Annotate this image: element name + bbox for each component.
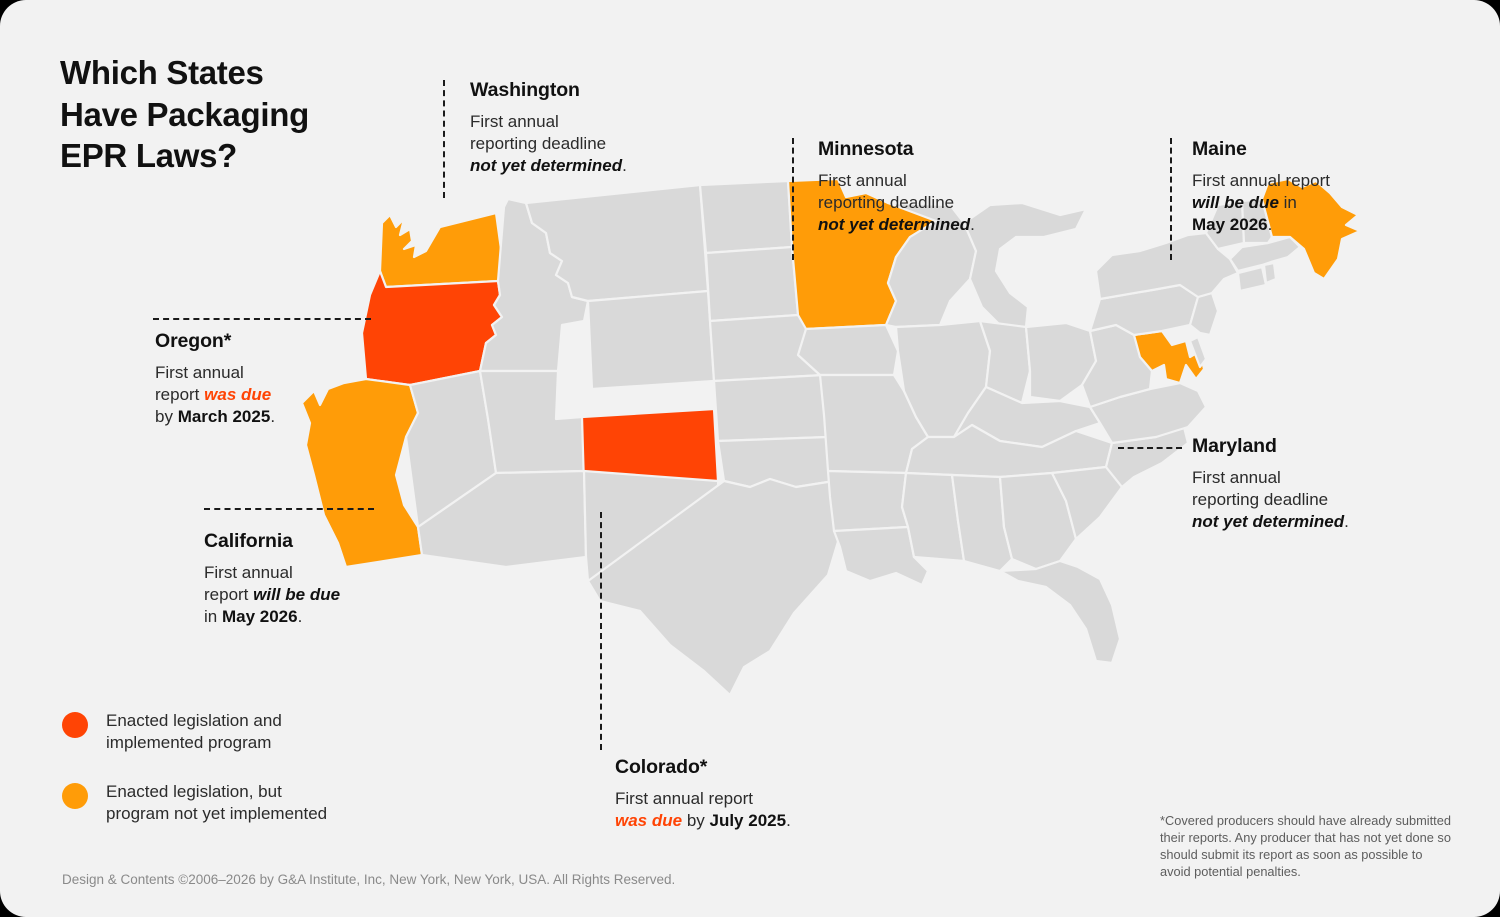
callout-washington: Washington First annual reporting deadli… [470, 79, 690, 177]
co-date: July 2025 [709, 811, 787, 831]
leader-line-colorado [600, 512, 602, 750]
md-line2: reporting deadline [1192, 490, 1329, 510]
ca-date: May 2026 [221, 607, 298, 627]
mn-line2: reporting deadline [818, 193, 955, 213]
wa-tail: . [622, 156, 627, 176]
callout-california: California First annual report will be d… [204, 530, 434, 628]
wa-line1: First annual [470, 112, 559, 131]
co-mid: by [682, 811, 710, 831]
md-tail: . [1344, 512, 1349, 532]
leader-line-minnesota [792, 138, 794, 260]
footnote-text: *Covered producers should have already s… [1160, 813, 1451, 880]
ca-line2-pre: report [204, 585, 254, 605]
leader-line-washington [443, 80, 445, 198]
state-maryland[interactable] [1132, 329, 1206, 385]
state-wyoming [586, 289, 716, 391]
wa-emphasis: not yet determined [470, 156, 623, 176]
mn-line1: First annual [818, 171, 907, 190]
state-michigan [962, 201, 1088, 329]
state-arkansas [826, 469, 910, 533]
legend: Enacted legislation and implemented prog… [62, 710, 392, 852]
me-tail: . [1267, 215, 1273, 235]
legend-label-implemented: Enacted legislation and implemented prog… [106, 710, 282, 753]
me-mid: in [1278, 193, 1297, 213]
callout-title-minnesota: Minnesota [818, 138, 914, 160]
legend-label-not-implemented: Enacted legislation, but program not yet… [106, 781, 327, 824]
or-line1: First annual [155, 363, 244, 382]
wa-line2: reporting deadline [470, 134, 607, 154]
legend-item-implemented: Enacted legislation and implemented prog… [62, 710, 392, 753]
callout-colorado: Colorado* First annual report was due by… [615, 756, 875, 832]
us-map [300, 175, 1430, 795]
md-line1: First annual [1192, 468, 1281, 487]
callout-title-oregon: Oregon* [155, 330, 232, 352]
state-utah [478, 369, 586, 475]
state-new-york [1094, 231, 1240, 301]
leader-line-oregon [153, 318, 371, 320]
md-emphasis: not yet determined [1192, 512, 1345, 532]
state-maine[interactable] [1260, 177, 1362, 281]
or-due: was due [204, 385, 272, 405]
co-due: was due [615, 811, 683, 831]
callout-body-california: First annual report will be due in May 2… [204, 562, 434, 628]
state-washington[interactable] [378, 211, 506, 289]
ca-emphasis: will be due [253, 585, 341, 605]
callout-body-maryland: First annual reporting deadline not yet … [1192, 467, 1427, 533]
page-title: Which States Have Packaging EPR Laws? [60, 54, 309, 175]
or-line3-pre: by [155, 407, 178, 427]
legend-1-line1: Enacted legislation, but [106, 782, 282, 802]
or-line2-pre: report [155, 385, 205, 405]
legend-0-line2: implemented program [106, 732, 272, 752]
state-california[interactable] [300, 377, 424, 569]
me-date: May 2026 [1192, 215, 1268, 235]
callout-body-maine: First annual report will be due in May 2… [1192, 170, 1422, 236]
map-states [300, 177, 1362, 697]
mn-emphasis: not yet determined [818, 215, 971, 235]
legend-dot-orange-icon [62, 783, 88, 810]
copyright-text: Design & Contents ©2006–2026 by G&A Inst… [62, 872, 676, 887]
callout-title-colorado: Colorado* [615, 756, 708, 778]
callout-body-washington: First annual reporting deadline not yet … [470, 111, 690, 177]
legend-1-line2: program not yet implemented [106, 803, 328, 823]
legend-dot-red-icon [62, 712, 88, 738]
callout-oregon: Oregon* First annual report was due by M… [155, 330, 375, 428]
callout-body-minnesota: First annual reporting deadline not yet … [818, 170, 1038, 236]
callout-body-colorado: First annual report was due by July 2025… [615, 788, 875, 832]
ca-tail: . [297, 607, 303, 627]
callout-title-maine: Maine [1192, 138, 1247, 160]
me-emphasis: will be due [1192, 193, 1279, 213]
co-line1: First annual report [615, 789, 753, 808]
callout-title-california: California [204, 530, 293, 552]
state-oklahoma [716, 435, 836, 489]
state-massachusetts [1228, 235, 1302, 273]
callout-minnesota: Minnesota First annual reporting deadlin… [818, 138, 1038, 236]
state-delaware [1188, 335, 1208, 369]
callout-maine: Maine First annual report will be due in… [1192, 138, 1422, 236]
leader-line-california [204, 508, 374, 510]
or-tail: . [270, 407, 276, 427]
me-line1: First annual report [1192, 171, 1330, 190]
callout-maryland: Maryland First annual reporting deadline… [1192, 435, 1427, 533]
mn-tail: . [970, 215, 975, 235]
or-date: March 2025 [177, 407, 271, 427]
co-tail: . [786, 811, 791, 831]
ca-line3-pre: in [204, 607, 222, 627]
state-iowa [796, 323, 900, 377]
callout-title-washington: Washington [470, 79, 580, 101]
state-texas [586, 477, 842, 697]
state-south-dakota [704, 245, 800, 323]
state-north-dakota [698, 179, 794, 255]
state-kansas [712, 373, 830, 443]
leader-line-maine [1170, 138, 1172, 260]
callout-body-oregon: First annual report was due by March 202… [155, 362, 375, 428]
leader-line-maryland [1118, 447, 1182, 449]
state-florida [998, 559, 1122, 665]
legend-0-line1: Enacted legislation and [106, 711, 282, 730]
state-rhode-island [1262, 261, 1278, 285]
ca-line1: First annual [204, 563, 293, 582]
legend-item-not-implemented: Enacted legislation, but program not yet… [62, 781, 392, 824]
state-connecticut [1236, 265, 1268, 293]
callout-title-maryland: Maryland [1192, 435, 1277, 457]
